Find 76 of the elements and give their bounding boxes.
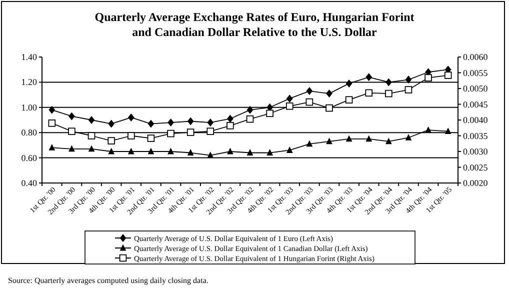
y2-tick-label: 0.0030: [463, 146, 488, 156]
y2-tick-label: 0.0020: [463, 178, 488, 188]
y-tick-label: 1.20: [21, 77, 38, 88]
point: [206, 128, 214, 135]
point: [246, 149, 254, 156]
point: [186, 128, 194, 136]
point: [147, 134, 155, 142]
y-tick-label: 1.40: [21, 52, 38, 62]
y2-tick-label: 0.0040: [463, 115, 488, 125]
point: [108, 148, 115, 154]
y2-tick-label: 0.0035: [463, 130, 488, 141]
point: [385, 138, 392, 144]
point: [108, 137, 115, 144]
point: [148, 148, 154, 154]
point: [187, 149, 194, 156]
point: [88, 145, 95, 152]
point: [326, 90, 332, 98]
point: [226, 148, 234, 154]
point: [48, 120, 56, 127]
point: [306, 140, 313, 147]
point: [346, 135, 352, 142]
point: [405, 76, 412, 84]
point: [108, 120, 115, 128]
y-tick-label: 1.00: [21, 102, 38, 112]
point: [68, 128, 76, 135]
point: [207, 152, 214, 158]
source-note: Source: Quarterly averages computed using daily closing data.: [8, 276, 208, 285]
point: [128, 148, 134, 154]
point: [425, 126, 432, 133]
point: [365, 89, 373, 97]
point: [68, 145, 75, 152]
point: [424, 74, 432, 82]
point: [405, 134, 412, 140]
point: [168, 118, 174, 127]
point: [88, 116, 95, 124]
point: [286, 102, 294, 110]
point: [88, 132, 96, 140]
point: [207, 118, 214, 127]
y2-tick-label: 0.0025: [463, 162, 488, 172]
point: [345, 96, 353, 104]
point: [266, 149, 274, 156]
point: [366, 135, 372, 142]
point: [366, 73, 372, 82]
point: [385, 78, 392, 86]
point: [385, 90, 392, 98]
point: [404, 86, 412, 94]
point: [246, 115, 254, 123]
point: [148, 120, 154, 128]
y-tick-label: 0.60: [21, 152, 38, 163]
point: [326, 138, 332, 144]
point: [326, 104, 333, 112]
y2-tick-label: 0.0045: [463, 99, 488, 110]
point: [127, 132, 135, 140]
point: [48, 106, 56, 114]
point: [167, 130, 174, 138]
point: [306, 87, 313, 96]
point: [286, 146, 293, 153]
point: [306, 98, 314, 106]
point: [226, 122, 234, 130]
point: [444, 128, 452, 134]
point: [266, 110, 274, 118]
point: [286, 94, 293, 103]
y2-tick-label: 0.0050: [463, 84, 488, 94]
point: [246, 106, 254, 114]
y-tick-label: 0.40: [21, 178, 38, 188]
y2-tick-label: 0.0060: [463, 52, 488, 62]
point: [444, 72, 452, 79]
point: [346, 79, 352, 88]
y2-tick-label: 0.0055: [463, 68, 488, 78]
point: [128, 113, 134, 122]
point: [226, 114, 234, 123]
chart-title: Quarterly Average Exchange Rates of Euro, Hungarian Forint and Canadian Dollar Relative to the U.S. Dollar: [94, 10, 414, 39]
point: [187, 117, 194, 126]
point: [48, 144, 56, 150]
y-tick-label: 0.80: [21, 128, 38, 138]
point: [68, 112, 75, 120]
